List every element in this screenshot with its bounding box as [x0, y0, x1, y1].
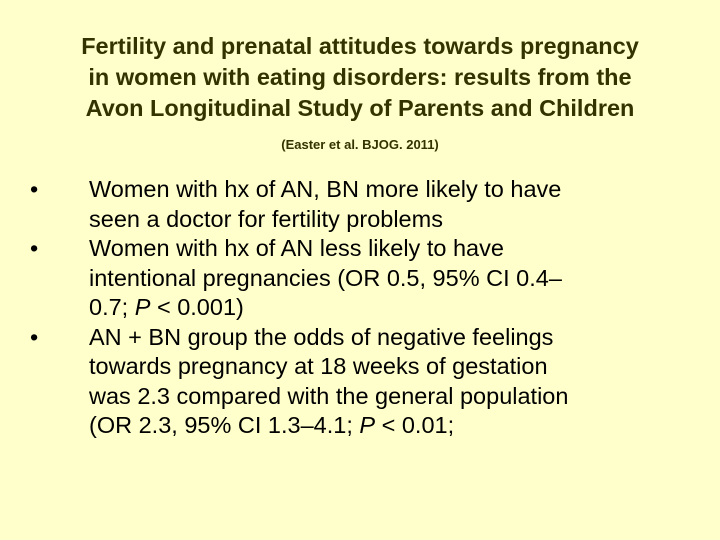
bullet-item: • Women with hx of AN, BN more likely to…: [0, 175, 720, 234]
bullet-line: intentional pregnancies (OR 0.5, 95% CI …: [89, 264, 720, 294]
p-value-symbol: P: [134, 294, 151, 320]
title-line: in women with eating disorders: results …: [88, 64, 632, 90]
bullet-item: • Women with hx of AN less likely to hav…: [0, 234, 720, 323]
p-value-symbol: P: [359, 412, 376, 438]
title-line: Avon Longitudinal Study of Parents and C…: [85, 95, 635, 121]
bullet-text: intentional pregnancies (OR 0.5, 95% CI …: [89, 264, 562, 291]
citation: (Easter et al. BJOG. 2011): [281, 137, 439, 152]
bullet-line: Women with hx of AN less likely to have: [89, 234, 720, 264]
bullet-line: 0.7; P < 0.001): [89, 293, 720, 323]
bullet-marker: •: [30, 176, 39, 202]
bullet-line: was 2.3 compared with the general popula…: [89, 382, 720, 412]
bullet-marker: •: [30, 323, 39, 350]
bullet-text: Women with hx of AN, BN more likely to h…: [89, 176, 562, 202]
bullet-line: Women with hx of AN, BN more likely to h…: [89, 175, 720, 205]
title-line: Fertility and prenatal attitudes towards…: [81, 33, 639, 59]
bullet-text: 0.7;: [89, 294, 135, 320]
bullet-line: (OR 2.3, 95% CI 1.3–4.1; P < 0.01;: [89, 411, 720, 441]
slide-title: Fertility and prenatal attitudes towards…: [10, 31, 710, 124]
bullet-line: towards pregnancy at 18 weeks of gestati…: [89, 352, 720, 382]
bullet-text: towards pregnancy at 18 weeks of gestati…: [89, 353, 548, 379]
bullet-text: (OR 2.3, 95% CI 1.3–4.1;: [89, 412, 360, 438]
bullet-text: was 2.3 compared with the general popula…: [89, 382, 569, 409]
bullet-list: • Women with hx of AN, BN more likely to…: [0, 175, 720, 441]
bullet-text: Women with hx of AN less likely to have: [89, 235, 504, 261]
bullet-line: seen a doctor for fertility problems: [89, 205, 720, 235]
bullet-text: < 0.001): [150, 294, 244, 320]
bullet-line: AN + BN group the odds of negative feeli…: [89, 323, 720, 353]
bullet-marker: •: [30, 235, 39, 261]
bullet-text: AN + BN group the odds of negative feeli…: [89, 323, 554, 350]
bullet-text: seen a doctor for fertility problems: [89, 205, 443, 232]
bullet-item: • AN + BN group the odds of negative fee…: [0, 323, 720, 441]
bullet-text: < 0.01;: [375, 412, 455, 438]
